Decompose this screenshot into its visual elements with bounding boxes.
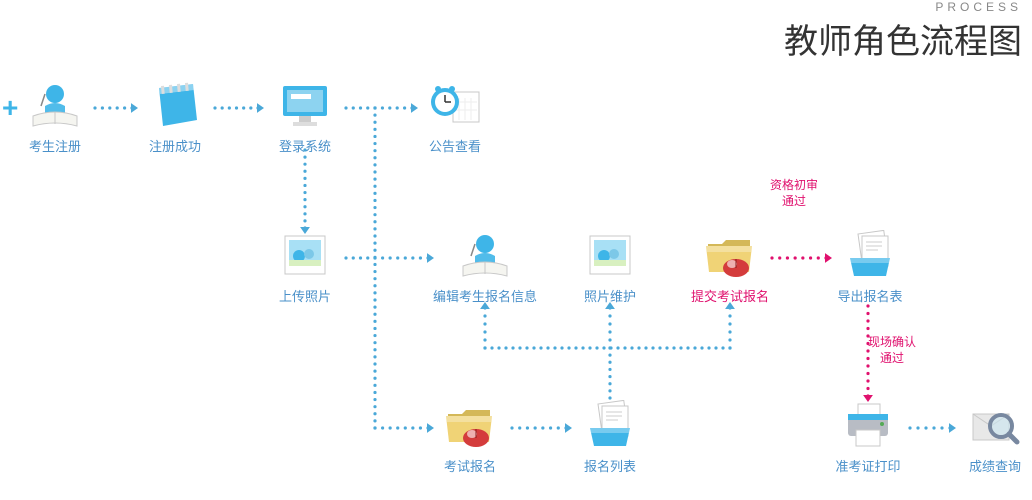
node-export: 导出报名表: [820, 230, 920, 305]
printer-icon: [838, 400, 898, 450]
node-submit: 提交考试报名: [680, 230, 780, 305]
doc-folder-icon: [840, 230, 900, 280]
node-edit_info: 编辑考生报名信息: [420, 230, 550, 305]
node-label: 报名列表: [560, 456, 660, 475]
doc-folder-icon: [580, 400, 640, 450]
node-label: 考生注册: [5, 136, 105, 155]
node-notice: 公告查看: [405, 80, 505, 155]
folder-mouse-icon: [700, 230, 760, 280]
node-label: 编辑考生报名信息: [420, 286, 550, 305]
node-upload: 上传照片: [255, 230, 355, 305]
node-reg_list: 报名列表: [560, 400, 660, 475]
notebook-icon: [145, 80, 205, 130]
monitor-icon: [275, 80, 335, 130]
header-subtitle: PROCESS: [784, 0, 1022, 14]
node-label: 公告查看: [405, 136, 505, 155]
node-label: 成绩查询: [945, 456, 1032, 475]
person-book-icon: [25, 80, 85, 130]
photo-icon: [275, 230, 335, 280]
magnifier-env-icon: [965, 400, 1025, 450]
node-exam_reg: 考试报名: [420, 400, 520, 475]
person-book-icon: [455, 230, 515, 280]
node-label: 上传照片: [255, 286, 355, 305]
edge-label-confirmation: 现场确认通过: [868, 335, 916, 366]
node-login: 登录系统: [255, 80, 355, 155]
photo-icon: [580, 230, 640, 280]
header-title: 教师角色流程图: [784, 14, 1022, 63]
node-label: 导出报名表: [820, 286, 920, 305]
clock-cal-icon: [425, 80, 485, 130]
node-label: 准考证打印: [818, 456, 918, 475]
node-ticket: 准考证打印: [818, 400, 918, 475]
node-score: 成绩查询: [945, 400, 1032, 475]
node-register: 考生注册: [5, 80, 105, 155]
folder-mouse-icon: [440, 400, 500, 450]
node-label: 注册成功: [125, 136, 225, 155]
node-label: 照片维护: [560, 286, 660, 305]
node-label: 登录系统: [255, 136, 355, 155]
node-photo_m: 照片维护: [560, 230, 660, 305]
node-label: 考试报名: [420, 456, 520, 475]
node-reg_ok: 注册成功: [125, 80, 225, 155]
node-label: 提交考试报名: [680, 286, 780, 305]
edge-label-qualification: 资格初审通过: [770, 178, 818, 209]
